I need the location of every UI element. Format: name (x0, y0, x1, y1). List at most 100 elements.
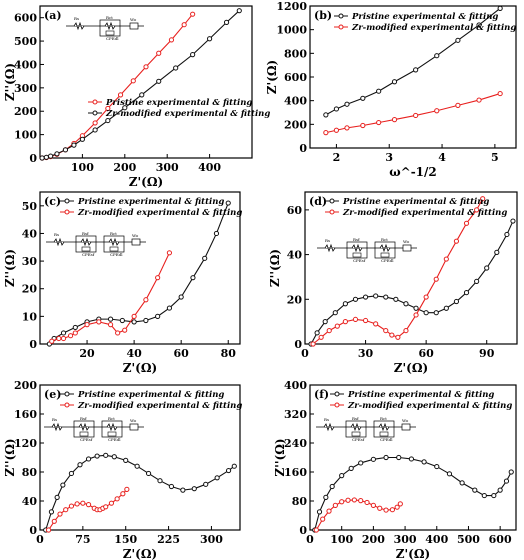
y-tick-label: 10 (22, 310, 38, 323)
y-tick-label: 120 (14, 437, 37, 450)
data-point (63, 507, 69, 513)
legend-entry: Pristine experimental & fitting (342, 197, 489, 207)
x-tick-label: 300 (200, 533, 223, 546)
resistor-symbol (78, 422, 90, 432)
data-point (62, 147, 69, 153)
data-point (391, 79, 398, 85)
data-point (413, 67, 419, 73)
y-tick-label: 320 (284, 408, 307, 421)
data-point (453, 298, 460, 305)
y-axis-label: Z''(Ω) (3, 63, 17, 101)
data-point (51, 518, 57, 524)
circuit-element-label: Wo (403, 239, 410, 244)
y-tick-label: 200 (284, 118, 307, 131)
y-tick-label: 200 (14, 105, 37, 118)
data-point (115, 330, 121, 336)
data-point (342, 301, 348, 307)
data-point (474, 207, 480, 213)
y-tick-label: 80 (292, 495, 308, 508)
data-point (443, 256, 449, 262)
data-point (68, 470, 75, 477)
data-point (166, 305, 173, 311)
legend-entry: Pristine experimental & fitting (347, 390, 494, 400)
x-tick-label: 150 (114, 533, 137, 546)
data-point (434, 108, 440, 114)
cpe-symbol (351, 431, 361, 437)
series-line-0 (310, 220, 514, 345)
equivalent-circuit-diagram: Rs Rsf Rct CPEsf CPEdl Wo (316, 416, 416, 442)
circuit-element-label: CPEdl (381, 258, 394, 263)
data-point (358, 460, 364, 466)
y-tick-label: 30 (22, 255, 38, 268)
data-point (123, 457, 129, 463)
data-point (122, 105, 128, 111)
warburg-symbol (129, 22, 139, 30)
data-point (225, 200, 231, 206)
data-point (345, 497, 351, 503)
data-point (223, 19, 230, 25)
legend-swatch-marker (338, 24, 344, 30)
y-tick-label: 600 (284, 71, 307, 84)
cpe-symbol (107, 431, 117, 437)
y-axis-label: Z''(Ω) (3, 438, 17, 476)
legend-entry: Zr-modified experimental & fitting (347, 401, 512, 411)
circuit-element-label: CPEdl (106, 36, 119, 41)
data-point (111, 454, 117, 460)
x-tick-label: 600 (489, 533, 512, 546)
y-tick-label: 40 (22, 227, 38, 240)
legend-swatch-marker (334, 391, 340, 397)
data-point (213, 230, 220, 237)
equivalent-circuit-diagram: Rs Rsf Rct CPEsf CPEdl Wo (44, 416, 144, 442)
data-point (326, 327, 332, 334)
rc-parallel-block (75, 235, 97, 253)
data-point (96, 319, 102, 325)
y-tick-label: 50 (22, 200, 38, 213)
data-point (49, 338, 55, 344)
data-point (92, 127, 98, 133)
x-tick-label: 40 (126, 347, 142, 360)
data-point (344, 125, 350, 131)
x-tick-label: 3 (385, 151, 393, 164)
y-axis-label: Z''(Ω) (268, 249, 282, 287)
data-point (389, 332, 395, 338)
y-tick-label: 300 (14, 82, 37, 95)
data-point (423, 294, 429, 300)
data-point (56, 335, 62, 342)
resistor-symbol (108, 237, 120, 247)
resistor-symbol (350, 422, 362, 432)
resistor-symbol (323, 422, 335, 432)
circuit-element-label: Rsf (80, 416, 87, 421)
circuit-element-label: CPEsf (82, 252, 95, 257)
data-point (105, 117, 111, 124)
data-point (134, 463, 140, 469)
data-point (120, 491, 126, 497)
data-point (504, 231, 510, 238)
data-point (323, 112, 329, 118)
data-point (434, 463, 440, 470)
y-tick-label: 20 (22, 283, 38, 296)
circuit-element-label: Wo (130, 418, 137, 423)
data-point (143, 297, 149, 303)
y-tick-label: 400 (284, 95, 307, 108)
data-point (72, 324, 78, 331)
data-point (508, 469, 514, 475)
data-point (314, 330, 320, 336)
y-tick-label: 160 (14, 408, 37, 421)
circuit-element-label: Rsf (352, 416, 359, 421)
data-point (178, 294, 184, 300)
data-point (377, 505, 383, 511)
cpe-symbol (352, 252, 362, 258)
data-point (94, 453, 100, 459)
data-point (443, 305, 449, 311)
data-point (403, 327, 409, 334)
warburg-symbol (401, 423, 411, 431)
data-point (358, 498, 364, 504)
circuit-element-label: CPEsf (352, 437, 365, 442)
cpe-symbol (105, 30, 115, 36)
plot-frame (39, 384, 241, 531)
data-point (480, 196, 486, 202)
circuit-element-label: Wo (130, 17, 137, 22)
circuit-element-label: CPEdl (108, 437, 121, 442)
data-point (168, 37, 175, 43)
